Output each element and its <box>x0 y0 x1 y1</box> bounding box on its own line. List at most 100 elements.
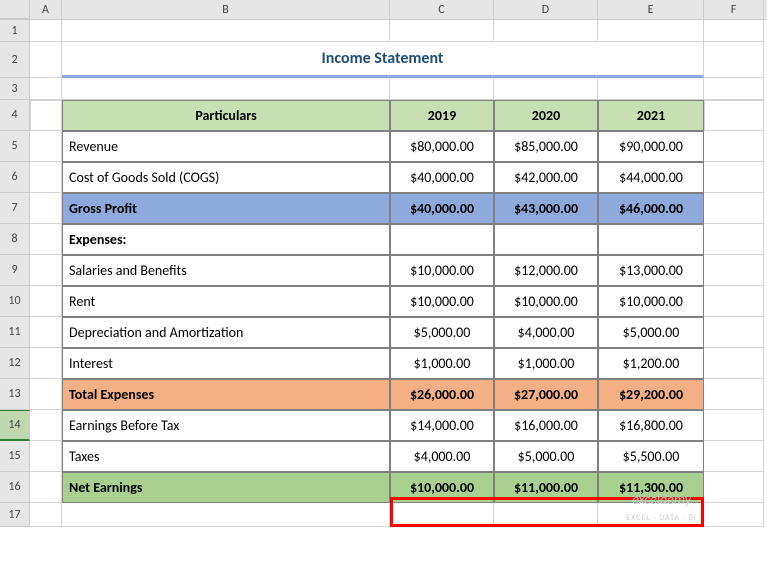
income-statement-title[interactable]: Income Statement <box>62 42 704 78</box>
cell-f2[interactable] <box>704 42 764 78</box>
te-2020[interactable]: $27,000.00 <box>494 379 598 410</box>
cell-a16[interactable] <box>30 472 62 503</box>
ne-2020[interactable]: $11,000.00 <box>494 472 598 503</box>
cell-b1[interactable] <box>62 20 390 42</box>
rent-2019[interactable]: $10,000.00 <box>390 286 494 317</box>
col-header-f[interactable]: F <box>704 0 764 19</box>
header-particulars[interactable]: Particulars <box>62 100 390 131</box>
revenue-2021[interactable]: $90,000.00 <box>598 131 704 162</box>
row-header-3[interactable]: 3 <box>0 78 30 100</box>
cell-f14[interactable] <box>704 410 764 441</box>
cell-a12[interactable] <box>30 348 62 379</box>
tax-2021[interactable]: $5,500.00 <box>598 441 704 472</box>
cell-e1[interactable] <box>598 20 704 42</box>
exp-2021[interactable] <box>598 224 704 255</box>
rent-2020[interactable]: $10,000.00 <box>494 286 598 317</box>
cell-f17[interactable] <box>704 503 764 527</box>
label-interest[interactable]: Interest <box>62 348 390 379</box>
ne-2019[interactable]: $10,000.00 <box>390 472 494 503</box>
row-header-5[interactable]: 5 <box>0 131 30 162</box>
row-header-4[interactable]: 4 <box>0 100 30 131</box>
col-header-e[interactable]: E <box>598 0 704 19</box>
cogs-2021[interactable]: $44,000.00 <box>598 162 704 193</box>
cell-a8[interactable] <box>30 224 62 255</box>
gp-2019[interactable]: $40,000.00 <box>390 193 494 224</box>
row-header-16[interactable]: 16 <box>0 472 30 503</box>
label-revenue[interactable]: Revenue <box>62 131 390 162</box>
cell-a7[interactable] <box>30 193 62 224</box>
label-net-earnings[interactable]: Net Earnings <box>62 472 390 503</box>
cell-a1[interactable] <box>30 20 62 42</box>
select-all-corner[interactable] <box>0 0 30 19</box>
cell-a2[interactable] <box>30 42 62 78</box>
row-header-11[interactable]: 11 <box>0 317 30 348</box>
cell-f9[interactable] <box>704 255 764 286</box>
col-header-c[interactable]: C <box>390 0 494 19</box>
cell-f13[interactable] <box>704 379 764 410</box>
label-gross-profit[interactable]: Gross Profit <box>62 193 390 224</box>
row-header-12[interactable]: 12 <box>0 348 30 379</box>
cell-e17[interactable] <box>598 503 704 527</box>
cell-a15[interactable] <box>30 441 62 472</box>
cell-f11[interactable] <box>704 317 764 348</box>
cell-a14[interactable] <box>30 410 62 441</box>
row-header-14[interactable]: 14 <box>0 410 30 441</box>
exp-2020[interactable] <box>494 224 598 255</box>
cell-f15[interactable] <box>704 441 764 472</box>
cell-a9[interactable] <box>30 255 62 286</box>
cell-a10[interactable] <box>30 286 62 317</box>
sal-2019[interactable]: $10,000.00 <box>390 255 494 286</box>
gp-2021[interactable]: $46,000.00 <box>598 193 704 224</box>
cell-a4[interactable] <box>30 100 62 131</box>
row-header-10[interactable]: 10 <box>0 286 30 317</box>
row-header-9[interactable]: 9 <box>0 255 30 286</box>
col-header-b[interactable]: B <box>62 0 390 19</box>
row-header-8[interactable]: 8 <box>0 224 30 255</box>
int-2020[interactable]: $1,000.00 <box>494 348 598 379</box>
cell-f5[interactable] <box>704 131 764 162</box>
row-header-17[interactable]: 17 <box>0 503 30 527</box>
cell-f6[interactable] <box>704 162 764 193</box>
row-header-6[interactable]: 6 <box>0 162 30 193</box>
cell-a17[interactable] <box>30 503 62 527</box>
cell-f1[interactable] <box>704 20 764 42</box>
int-2021[interactable]: $1,200.00 <box>598 348 704 379</box>
header-2019[interactable]: 2019 <box>390 100 494 131</box>
ebt-2020[interactable]: $16,000.00 <box>494 410 598 441</box>
dep-2020[interactable]: $4,000.00 <box>494 317 598 348</box>
cell-f16[interactable] <box>704 472 764 503</box>
label-rent[interactable]: Rent <box>62 286 390 317</box>
label-expenses[interactable]: Expenses: <box>62 224 390 255</box>
revenue-2020[interactable]: $85,000.00 <box>494 131 598 162</box>
row-header-1[interactable]: 1 <box>0 20 30 42</box>
sal-2020[interactable]: $12,000.00 <box>494 255 598 286</box>
cell-a3[interactable] <box>30 78 62 100</box>
cogs-2020[interactable]: $42,000.00 <box>494 162 598 193</box>
cell-e3[interactable] <box>598 78 704 100</box>
cell-f8[interactable] <box>704 224 764 255</box>
cell-d1[interactable] <box>494 20 598 42</box>
cell-d3[interactable] <box>494 78 598 100</box>
ebt-2021[interactable]: $16,800.00 <box>598 410 704 441</box>
cell-b3[interactable] <box>62 78 390 100</box>
label-ebt[interactable]: Earnings Before Tax <box>62 410 390 441</box>
cell-c17[interactable] <box>390 503 494 527</box>
header-2020[interactable]: 2020 <box>494 100 598 131</box>
cell-a11[interactable] <box>30 317 62 348</box>
row-header-13[interactable]: 13 <box>0 379 30 410</box>
tax-2019[interactable]: $4,000.00 <box>390 441 494 472</box>
exp-2019[interactable] <box>390 224 494 255</box>
cell-f3[interactable] <box>704 78 764 100</box>
row-header-7[interactable]: 7 <box>0 193 30 224</box>
label-total-expenses[interactable]: Total Expenses <box>62 379 390 410</box>
cell-c1[interactable] <box>390 20 494 42</box>
header-2021[interactable]: 2021 <box>598 100 704 131</box>
cogs-2019[interactable]: $40,000.00 <box>390 162 494 193</box>
col-header-a[interactable]: A <box>30 0 62 19</box>
cell-c3[interactable] <box>390 78 494 100</box>
tax-2020[interactable]: $5,000.00 <box>494 441 598 472</box>
label-depreciation[interactable]: Depreciation and Amortization <box>62 317 390 348</box>
dep-2021[interactable]: $5,000.00 <box>598 317 704 348</box>
rent-2021[interactable]: $10,000.00 <box>598 286 704 317</box>
cell-d17[interactable] <box>494 503 598 527</box>
